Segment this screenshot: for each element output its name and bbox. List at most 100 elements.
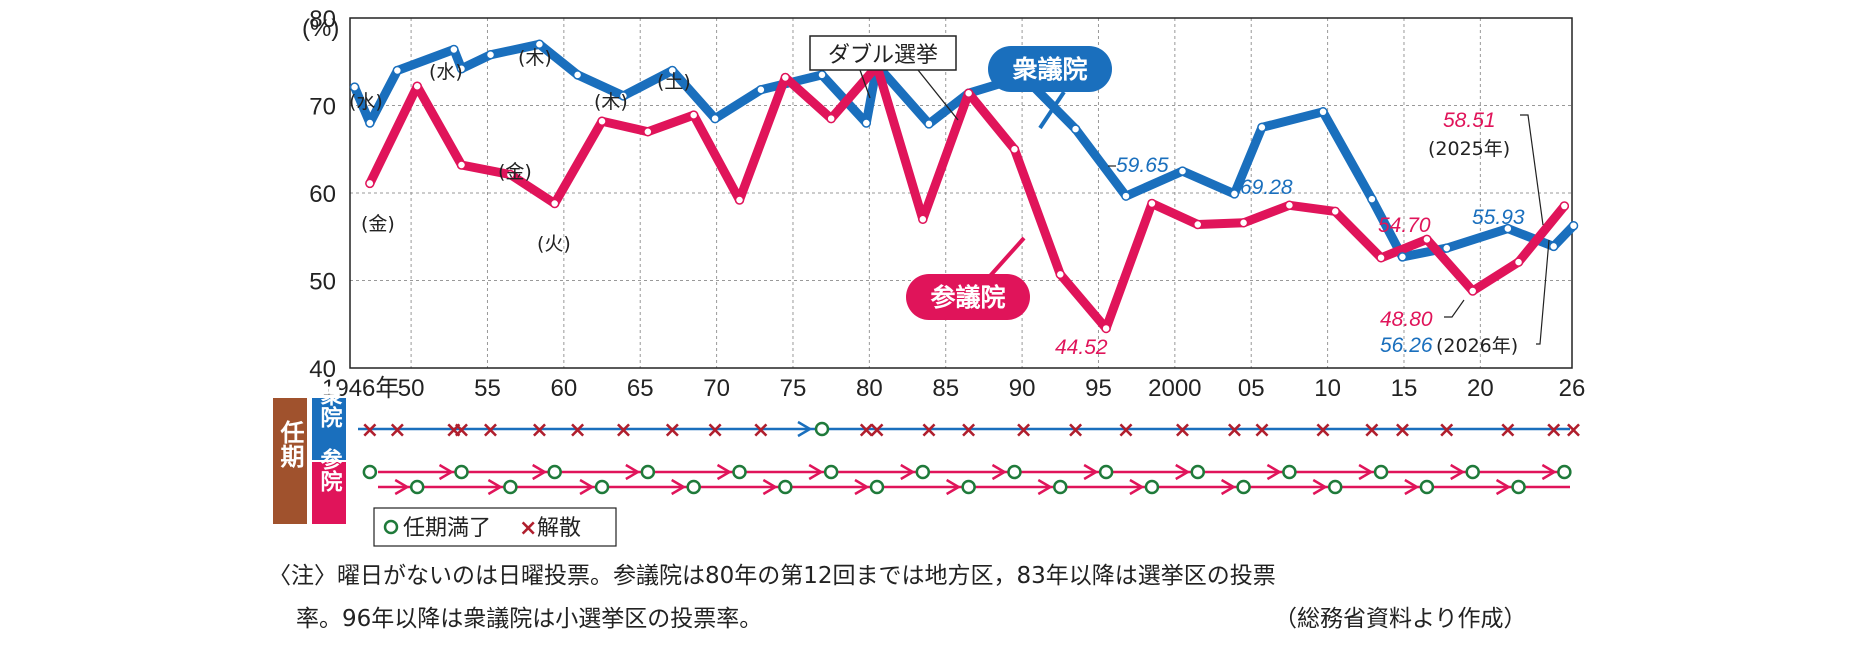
dissolve-marker: × — [752, 418, 770, 443]
data-point — [1376, 253, 1386, 263]
shu-label-box — [988, 46, 1112, 92]
data-point — [643, 127, 653, 137]
day-label: (火) — [537, 233, 571, 255]
expire-marker — [915, 464, 931, 480]
double-election-text: ダブル選挙 — [828, 43, 938, 68]
double-election-label: ダブル選挙 — [809, 35, 959, 121]
san-term-arrow — [1175, 463, 1191, 481]
shu-term-arrow — [797, 420, 813, 438]
term-side-box — [273, 398, 307, 524]
expire-marker — [1511, 479, 1526, 495]
y-tick-label: 40 — [309, 356, 336, 383]
day-label: (土) — [657, 71, 691, 93]
dissolve-marker: × — [361, 418, 379, 443]
data-point — [1513, 257, 1524, 267]
leader-line — [1520, 114, 1544, 226]
legend-dissolve-text: 解散 — [537, 516, 581, 541]
data-point — [963, 88, 974, 98]
day-label: (水) — [349, 91, 383, 113]
x-tick-label: 95 — [1085, 375, 1112, 402]
data-point — [1121, 191, 1131, 201]
x-tick-label: 1946年 — [322, 375, 399, 402]
shu-row-label: 衆院 — [317, 383, 343, 429]
shu-label-text: 衆議院 — [1012, 55, 1087, 84]
shu-row-box — [312, 398, 346, 460]
x-tick-label: 50 — [398, 375, 425, 402]
san-term-arrow — [1358, 463, 1374, 481]
data-point — [1101, 323, 1111, 334]
san-term-arrow — [1312, 478, 1328, 496]
san-term-arrow — [579, 478, 595, 496]
expire-marker — [1190, 464, 1206, 480]
dissolve-marker: × — [1066, 418, 1084, 443]
dissolve-marker: × — [1117, 418, 1135, 443]
data-point — [485, 50, 496, 60]
data-point — [597, 116, 607, 126]
legend-expire-text: 任期満了 — [403, 516, 491, 541]
expire-marker — [1557, 464, 1572, 480]
value-label-san-2025: 58.51 — [1443, 109, 1496, 132]
san-term-arrow — [1541, 463, 1557, 481]
day-label: (金) — [361, 213, 395, 235]
dissolve-marker: × — [1363, 418, 1381, 443]
dissolve-marker: × — [1253, 418, 1271, 443]
san-term-arrow — [671, 478, 687, 496]
x-tick-label: 20 — [1467, 375, 1494, 402]
dissolve-marker: × — [663, 418, 681, 443]
expire-marker — [1419, 479, 1435, 495]
data-point — [1229, 189, 1240, 199]
double-election-box — [809, 35, 957, 71]
data-point — [861, 118, 872, 128]
y-tick-label: 50 — [309, 269, 336, 296]
data-point — [349, 82, 360, 92]
y-tick-label: 60 — [309, 181, 336, 208]
dissolve-marker: × — [614, 418, 632, 443]
x-tick-label: 85 — [932, 375, 959, 402]
data-point — [1009, 144, 1020, 154]
san-term-arrow — [1266, 463, 1282, 481]
data-point — [1238, 218, 1249, 228]
data-point — [1147, 198, 1157, 209]
data-point — [1330, 206, 1340, 217]
value-label-shu-1996: 59.65 — [1116, 154, 1169, 177]
plot-frame — [349, 17, 1573, 369]
shu-term-row: × × ×× × × × × × × × ×× × × × × × × × × × × × × × × × — [358, 418, 1583, 443]
expire-marker — [814, 421, 830, 437]
legend-dissolve-marker: × — [519, 516, 537, 541]
dissolve-marker: × — [868, 418, 886, 443]
expire-marker — [503, 479, 518, 495]
data-point — [817, 70, 827, 80]
dissolve-marker: × — [530, 418, 548, 443]
x-tick-label: 05 — [1238, 375, 1265, 402]
data-point — [710, 113, 720, 124]
data-point — [392, 65, 403, 76]
source-note: （総務省資料より作成） — [1274, 606, 1527, 632]
data-point — [549, 198, 560, 209]
dissolve-marker: × — [1014, 418, 1032, 443]
term-side-label: 任期 — [276, 419, 305, 469]
data-point — [456, 64, 467, 74]
expire-marker — [1053, 479, 1068, 495]
san-term-row — [362, 463, 1572, 496]
dissolve-marker: × — [1564, 418, 1582, 443]
series-line-衆議院 — [350, 39, 1578, 262]
expire-marker — [547, 464, 562, 480]
x-tick-label: 55 — [474, 375, 501, 402]
expire-marker — [640, 464, 656, 480]
dissolve-marker: × — [1438, 418, 1456, 443]
double-election-pointer — [917, 69, 959, 121]
expire-marker — [1144, 479, 1160, 495]
day-label: (木) — [518, 47, 552, 69]
san-term-arrow — [946, 478, 962, 496]
leader-line — [1444, 299, 1465, 318]
shu-series-label: 衆議院 — [988, 46, 1112, 130]
expire-marker — [1282, 464, 1297, 480]
dissolve-marker: × — [1173, 418, 1191, 443]
san-term-arrow — [900, 463, 916, 481]
data-point — [449, 44, 459, 55]
value-labels: 59.65 69.28 55.93 56.26 (2026年) 44.52 54… — [1055, 109, 1525, 359]
data-point — [734, 195, 745, 205]
y-tick-labels: 40 50 60 70 80 — [309, 6, 336, 383]
dissolve-marker: × — [1393, 418, 1411, 443]
expire-marker — [823, 464, 839, 480]
